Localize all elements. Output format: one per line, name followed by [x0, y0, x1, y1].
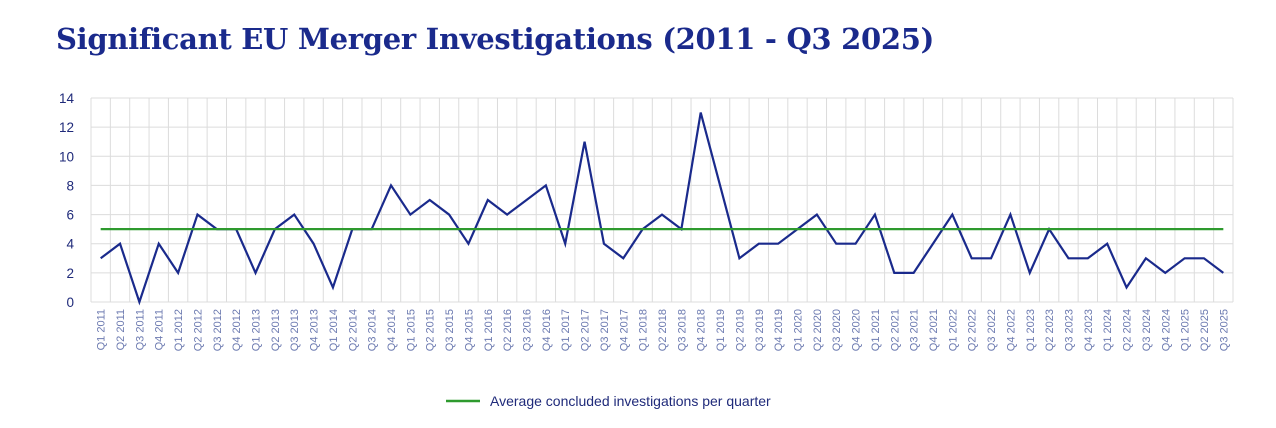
x-tick-label: Q3 2019: [754, 309, 766, 351]
x-tick-label: Q3 2023: [1063, 309, 1075, 351]
x-tick-label: Q1 2021: [870, 309, 882, 351]
x-tick-label: Q1 2019: [715, 309, 727, 351]
x-tick-label: Q2 2022: [967, 309, 979, 351]
x-tick-label: Q2 2012: [192, 309, 204, 351]
y-tick-label: 14: [59, 91, 75, 106]
x-tick-label: Q4 2022: [1005, 309, 1017, 351]
x-tick-label: Q3 2013: [289, 309, 301, 351]
y-tick-label: 2: [66, 266, 74, 281]
x-tick-label: Q4 2017: [618, 309, 630, 351]
x-tick-label: Q4 2015: [463, 309, 475, 351]
x-tick-label: Q2 2016: [502, 309, 514, 351]
x-tick-label: Q3 2022: [986, 309, 998, 351]
x-tick-label: Q1 2023: [1025, 309, 1037, 351]
x-tick-label: Q2 2018: [657, 309, 669, 351]
x-tick-label: Q4 2021: [928, 309, 940, 351]
x-tick-label: Q1 2018: [638, 309, 650, 351]
x-tick-label: Q2 2019: [734, 309, 746, 351]
x-tick-label: Q2 2011: [115, 309, 127, 350]
x-tick-label: Q3 2020: [831, 309, 843, 351]
x-tick-label: Q3 2018: [676, 309, 688, 351]
x-tick-label: Q1 2013: [251, 309, 263, 351]
y-tick-label: 10: [59, 149, 74, 164]
x-tick-label: Q1 2024: [1102, 309, 1114, 351]
x-tick-label: Q2 2023: [1044, 309, 1056, 351]
x-tick-label: Q3 2025: [1218, 309, 1230, 351]
x-tick-label: Q1 2017: [560, 309, 572, 351]
series-layer: [100, 112, 1224, 306]
y-tick-label: 6: [66, 208, 74, 223]
x-tick-label: Q2 2013: [270, 309, 282, 351]
x-tick-label: Q1 2015: [405, 309, 417, 351]
x-tick-label: Q2 2015: [425, 309, 437, 351]
x-tick-label: Q2 2014: [347, 309, 359, 351]
x-tick-label: Q3 2015: [444, 309, 456, 351]
x-tick-label: Q1 2022: [947, 309, 959, 351]
x-tick-label: Q3 2016: [522, 309, 534, 351]
grid: [90, 97, 1234, 303]
x-tick-label: Q4 2023: [1083, 309, 1095, 351]
y-tick-label: 4: [66, 237, 74, 252]
x-tick-label: Q1 2016: [483, 309, 495, 351]
x-tick-label: Q2 2024: [1122, 309, 1134, 351]
x-tick-label: Q3 2017: [599, 309, 611, 351]
x-tick-label: Q1 2011: [96, 309, 108, 350]
y-axis-ticks: 0 2 4 6 8 10 12 14: [59, 91, 75, 310]
x-tick-label: Q3 2021: [909, 309, 921, 351]
x-tick-label: Q1 2020: [792, 309, 804, 351]
x-tick-label: Q3 2024: [1141, 309, 1153, 351]
series-line-investigations: [100, 112, 1224, 306]
x-tick-label: Q2 2020: [812, 309, 824, 351]
legend-label: Average concluded investigations per qua…: [490, 393, 771, 409]
x-tick-label: Q3 2012: [212, 309, 224, 351]
legend: Average concluded investigations per qua…: [446, 393, 771, 409]
x-tick-label: Q1 2014: [328, 309, 340, 351]
x-axis-ticks: Q1 2011 Q2 2011 Q3 2011 Q4 2011 Q1 2012 Q2 20…: [96, 309, 1231, 351]
x-tick-label: Q4 2012: [231, 309, 243, 351]
x-tick-label: Q4 2024: [1160, 309, 1172, 351]
y-tick-label: 0: [66, 295, 74, 310]
x-tick-label: Q4 2013: [309, 309, 321, 351]
x-tick-label: Q2 2017: [580, 309, 592, 351]
x-tick-label: Q4 2019: [773, 309, 785, 351]
x-tick-label: Q4 2014: [386, 309, 398, 351]
x-tick-label: Q3 2014: [367, 309, 379, 351]
x-tick-label: Q2 2025: [1199, 309, 1211, 351]
x-tick-label: Q1 2025: [1180, 309, 1192, 351]
x-tick-label: Q1 2012: [173, 309, 185, 351]
x-tick-label: Q2 2021: [889, 309, 901, 351]
x-tick-label: Q4 2018: [696, 309, 708, 351]
chart-title: Significant EU Merger Investigations (20…: [56, 22, 935, 56]
x-tick-label: Q3 2011: [134, 309, 146, 350]
x-tick-label: Q4 2020: [851, 309, 863, 351]
y-tick-label: 8: [66, 178, 74, 193]
x-tick-label: Q4 2016: [541, 309, 553, 351]
y-tick-label: 12: [59, 120, 74, 135]
x-tick-label: Q4 2011: [154, 309, 166, 350]
